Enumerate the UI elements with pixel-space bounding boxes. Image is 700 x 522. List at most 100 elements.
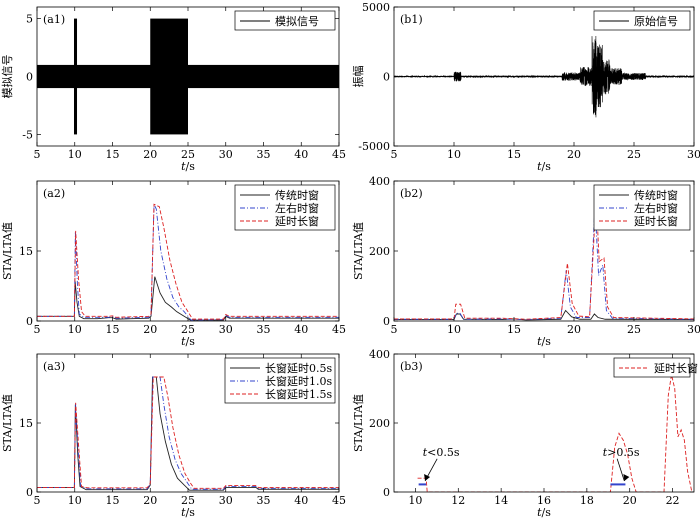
panel-label: (b1): [400, 13, 423, 26]
legend-label: 长窗延时1.0s: [265, 374, 332, 388]
signal-band-2: [150, 18, 188, 135]
x-tick-label: 35: [257, 323, 271, 336]
x-tick-label: 15: [106, 323, 120, 336]
legend-box: [613, 357, 691, 378]
legend-label: 原始信号: [634, 14, 678, 28]
x-axis-label: t/s: [181, 506, 195, 519]
y-axis-label: STA/LTA值: [352, 394, 365, 452]
y-tick-label: -5000: [358, 140, 390, 153]
x-tick-label: 16: [537, 494, 551, 507]
x-tick-label: 40: [294, 323, 308, 336]
x-tick-label: 45: [332, 494, 346, 507]
series-0-line: [394, 36, 694, 118]
legend-a1: 模拟信号: [234, 10, 336, 31]
legend-b1: 原始信号: [593, 10, 691, 31]
x-tick-label: 35: [257, 148, 271, 161]
annotation-arrowhead-1: [623, 473, 630, 481]
x-tick-label: 25: [181, 148, 195, 161]
plot-area-b3: [417, 374, 693, 492]
x-tick-label: 20: [567, 148, 581, 161]
y-tick-label: 200: [369, 245, 390, 258]
x-tick-label: 20: [623, 494, 637, 507]
legend-label: 延时长窗: [275, 214, 319, 228]
x-tick-label: 15: [106, 148, 120, 161]
legend-label: 左右时窗: [275, 201, 319, 215]
plot-area-a1: [37, 18, 339, 135]
y-tick-label: 15: [19, 417, 33, 430]
x-tick-label: 5: [391, 323, 398, 336]
legend-label: 长窗延时0.5s: [265, 361, 332, 375]
plot-area-a2: [37, 203, 339, 321]
y-tick-label: 0: [383, 486, 390, 499]
legend-b3: 延时长窗: [613, 357, 698, 378]
series-2-line: [37, 203, 339, 320]
x-tick-label: 30: [687, 148, 700, 161]
x-tick-label: 20: [143, 494, 157, 507]
legend-label: 传统时窗: [275, 188, 319, 202]
y-tick-label: 400: [369, 175, 390, 188]
y-tick-label: 5: [26, 13, 33, 26]
panel-label: (b2): [400, 187, 423, 200]
y-tick-label: -5: [22, 128, 33, 141]
x-tick-label: 10: [447, 148, 461, 161]
series-2-line: [37, 376, 339, 489]
y-axis-label: STA/LTA值: [1, 222, 14, 280]
panel-a1: 5 10 15 20 25 30 35 40 45 -5 0 5 t/s 模拟信号 (a1) 模拟信号: [0, 6, 346, 173]
series-0-line: [394, 309, 694, 321]
annotation-arrow-1: [616, 458, 625, 482]
x-tick-label: 14: [494, 494, 508, 507]
x-tick-label: 45: [332, 323, 346, 336]
panel-b3: 10 12 14 16 18 20 22 0 200 400 t/s STA/LTA值 (b3) 延时长窗…: [352, 348, 698, 519]
y-tick-label: 0: [383, 315, 390, 328]
x-tick-label: 40: [294, 494, 308, 507]
y-axis-label: 振幅: [351, 66, 365, 88]
series-1-line: [37, 376, 339, 490]
x-tick-label: 15: [507, 148, 521, 161]
x-tick-label: 12: [451, 494, 465, 507]
x-tick-label: 5: [391, 148, 398, 161]
x-tick-label: 25: [181, 323, 195, 336]
x-tick-label: 40: [294, 148, 308, 161]
panel-label: (a2): [43, 187, 65, 200]
plot-area-b1: [394, 36, 694, 118]
x-tick-label: 10: [68, 148, 82, 161]
y-tick-label: 0: [383, 71, 390, 84]
panel-label: (b3): [400, 360, 423, 373]
x-axis-label: t/s: [181, 335, 195, 348]
x-tick-label: 30: [687, 323, 700, 336]
legend-box: [593, 10, 691, 31]
x-tick-label: 18: [580, 494, 594, 507]
x-tick-label: 5: [34, 148, 41, 161]
x-tick-label: 20: [567, 323, 581, 336]
x-tick-label: 10: [68, 494, 82, 507]
signal-band-1: [73, 18, 78, 135]
annotation-label-1: t>0.5s: [603, 446, 640, 459]
y-tick-label: 5000: [362, 1, 390, 14]
y-axis-label: 模拟信号: [0, 55, 14, 99]
x-axis-label: t/s: [537, 160, 551, 173]
legend-label: 长窗延时1.5s: [265, 387, 332, 401]
panel-b1: 5 10 15 20 25 30 -5000 0 5000 t/s 振幅 (b1) 原始信号: [351, 1, 700, 173]
x-tick-label: 5: [34, 494, 41, 507]
legend-label: 传统时窗: [634, 188, 678, 202]
x-tick-label: 30: [219, 148, 233, 161]
x-tick-label: 20: [143, 148, 157, 161]
plot-area-b2: [394, 198, 694, 321]
x-tick-label: 35: [257, 494, 271, 507]
panel-a3: 5 10 15 20 25 30 35 40 45 0 15 t/s STA/LTA值 (a3) 长窗延时0…: [1, 353, 346, 519]
x-tick-label: 20: [143, 323, 157, 336]
y-tick-label: 0: [26, 315, 33, 328]
x-tick-label: 15: [106, 494, 120, 507]
legend-label: 左右时窗: [634, 201, 678, 215]
panel-b2: 5 10 15 20 25 30 0 200 400 t/s STA/LTA值 (b2) 传统时窗左右时…: [352, 175, 700, 348]
panel-label: (a3): [43, 360, 65, 373]
legend-label: 模拟信号: [275, 14, 319, 28]
legend-box: [234, 10, 336, 31]
panel-label: (a1): [43, 13, 65, 26]
x-tick-label: 30: [219, 323, 233, 336]
x-tick-label: 45: [332, 148, 346, 161]
series-2-line: [394, 198, 694, 320]
